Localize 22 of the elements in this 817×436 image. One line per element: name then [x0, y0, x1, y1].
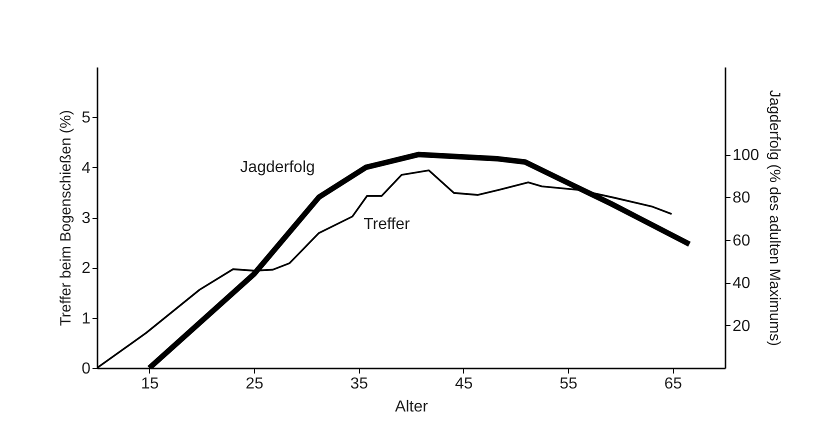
x-tick-label: 15	[140, 376, 159, 392]
y2-tick-label: 80	[732, 190, 750, 207]
y-axis-title: Treffer beim Bogenschießen (%)	[58, 110, 75, 326]
y2-tick-label: 60	[732, 232, 750, 250]
y2-axis-title: Jagderfolg (% des adulten Maximums)	[766, 90, 784, 346]
y-tick-label: 2	[82, 260, 91, 278]
series-label: Treffer	[364, 216, 410, 233]
y2-tick-label: 20	[732, 318, 750, 335]
x-tick-label: 65	[664, 376, 682, 392]
y-tick-label: 5	[82, 110, 91, 127]
x-tick-label: 35	[350, 376, 368, 392]
x-axis-title: Alter	[395, 398, 429, 416]
x-tick-label: 45	[454, 376, 473, 392]
series-label: Jagderfolg	[240, 159, 315, 176]
y-tick-label: 0	[82, 360, 91, 378]
y2-tick-label: 100	[732, 147, 760, 164]
y2-tick-label: 40	[732, 275, 750, 292]
y-tick-label: 1	[82, 310, 91, 328]
y-tick-label: 3	[82, 210, 91, 227]
x-tick-label: 25	[246, 376, 264, 392]
y-tick-label: 4	[82, 160, 91, 177]
x-tick-label: 55	[560, 376, 578, 392]
